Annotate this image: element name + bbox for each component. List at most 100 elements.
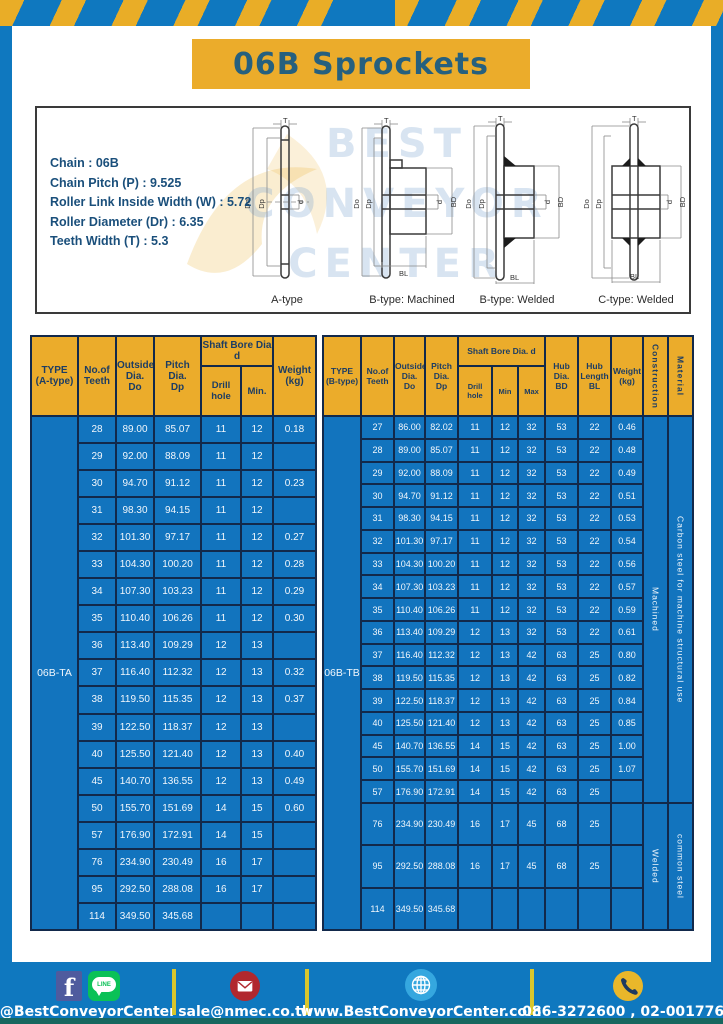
- table-row: 29 92.00 88.09 11 12 32 53 22 0.49: [323, 460, 693, 486]
- table-cell: 110.40: [115, 604, 155, 634]
- table-cell: 57: [77, 820, 117, 850]
- table-cell: 0.54: [610, 528, 645, 554]
- table-cell: 12: [491, 483, 519, 509]
- diagram-panel: BEST CONVEYOR CENTER Chain : 06B Chain P…: [35, 106, 691, 314]
- table-cell: 98.30: [393, 506, 426, 531]
- table-cell: 172.91: [424, 779, 459, 805]
- table-cell: 63: [544, 733, 580, 759]
- table-cell: 42: [516, 642, 547, 668]
- table-cell: 112.32: [424, 642, 459, 668]
- table-row: 57 176.90 172.91 14 15: [31, 820, 318, 850]
- table-cell: 15: [491, 733, 519, 759]
- table-cell: 42: [516, 733, 547, 759]
- table-cell: 13: [239, 739, 275, 769]
- table-cell: 11: [200, 442, 242, 472]
- table-cell: 33: [360, 551, 395, 577]
- line-badge-text: LINE: [97, 981, 111, 988]
- col-header-type: TYPE (B-type): [322, 335, 362, 417]
- table-cell: [457, 886, 493, 932]
- table-cell: 288.08: [424, 844, 459, 889]
- table-cell: 0.60: [272, 793, 318, 823]
- table-cell: 12: [239, 496, 275, 526]
- table-cell: 0.59: [610, 597, 645, 622]
- table-cell: 76: [360, 802, 395, 847]
- table-cell: 25: [577, 710, 613, 736]
- table-cell: 12: [200, 631, 242, 661]
- table-cell: 113.40: [115, 631, 155, 661]
- table-row: 29 92.00 88.09 11 12: [31, 442, 318, 472]
- table-cell: 42: [516, 710, 547, 736]
- table-cell: 125.50: [393, 710, 426, 736]
- table-cell: 151.69: [153, 793, 202, 823]
- col-header-pitch: Pitch Dia. Dp: [153, 335, 202, 417]
- svg-text:Do: Do: [582, 199, 591, 209]
- table-cell: 17: [239, 874, 275, 904]
- page-title: 06B Sprockets: [232, 46, 490, 82]
- table-cell: 53: [544, 460, 580, 486]
- table-cell: 37: [360, 642, 395, 668]
- facebook-letter: f: [63, 973, 75, 1002]
- table-cell: 98.30: [115, 496, 155, 526]
- table-cell: 13: [239, 766, 275, 796]
- table-cell: 95: [360, 844, 395, 889]
- table-cell: 125.50: [115, 739, 155, 769]
- svg-text:BD: BD: [678, 196, 687, 207]
- col-header-min: Min.: [239, 365, 275, 417]
- col-header-pitch: Pitch Dia. Dp: [424, 335, 459, 417]
- table-cell: 349.50: [393, 886, 426, 932]
- table-cell: [272, 442, 318, 472]
- table-cell: 11: [200, 496, 242, 526]
- table-cell: 116.40: [115, 658, 155, 688]
- table-cell: 31: [360, 506, 395, 531]
- bottom-accent-line: [0, 1018, 723, 1024]
- spec-line: Teeth Width (T) : 5.3: [50, 234, 169, 248]
- table-cell: 28: [360, 437, 395, 463]
- table-cell: 91.12: [424, 483, 459, 509]
- table-cell: 45: [516, 844, 547, 889]
- table-cell: 14: [200, 793, 242, 823]
- footer-phone: 086-3272600 , 02-0017766: [522, 966, 723, 1020]
- table-cell: 103.23: [424, 574, 459, 600]
- table-cell: 34: [360, 574, 395, 600]
- table-cell: 122.50: [393, 688, 426, 713]
- hazard-stripe-top-right: [395, 0, 723, 26]
- table-row: 50 155.70 151.69 14 15 0.60: [31, 793, 318, 823]
- table-row: 76 234.90 230.49 16 17 45 68 25 Welded common ste…: [323, 802, 695, 931]
- col-header-outside: Outside Dia. Do: [115, 335, 155, 417]
- table-cell: 11: [457, 483, 493, 509]
- table-cell: [577, 886, 613, 932]
- chain-specs: Chain : 06B Chain Pitch (P) : 9.525 Roll…: [50, 154, 285, 252]
- table-cell: 11: [200, 469, 242, 499]
- table-cell: 22: [577, 415, 613, 440]
- globe-icon: [405, 969, 437, 1001]
- col-header-max: Max: [516, 365, 547, 417]
- table-cell: 121.40: [424, 710, 459, 736]
- facebook-icon: f: [56, 971, 82, 1001]
- table-cell: 345.68: [424, 886, 459, 932]
- table-cell: 230.49: [424, 802, 459, 847]
- table-cell: 45: [360, 733, 395, 759]
- sprocket-diagram-b-welded-icon: T Do Dp d BD BL: [464, 114, 565, 284]
- table-cell: 25: [577, 802, 613, 847]
- table-cell: 13: [491, 619, 519, 645]
- table-row: 30 94.70 91.12 11 12 32 53 22 0.51: [323, 483, 693, 509]
- table-cell: [544, 886, 580, 932]
- line-icon: LINE: [88, 971, 120, 1001]
- table-cell: 16: [457, 844, 493, 889]
- sprocket-figure-b-welded: T Do Dp d BD BL B-type: Welded: [462, 114, 572, 306]
- table-cell: 63: [544, 642, 580, 668]
- table-row: 37 116.40 112.32 12 13 42 63 25 0.80: [323, 642, 693, 668]
- table-row: 06B-TA 28 89.00 85.07 11 12 0.18: [30, 414, 318, 931]
- table-cell: 140.70: [393, 733, 426, 759]
- table-cell: 11: [200, 550, 242, 580]
- table-cell: 13: [491, 665, 519, 691]
- svg-text:T: T: [384, 116, 389, 125]
- table-cell: 13: [491, 688, 519, 713]
- table-cell: 119.50: [115, 685, 155, 715]
- table-cell: 17: [491, 844, 519, 889]
- table-cell: 25: [577, 779, 613, 805]
- table-cell: 42: [516, 756, 547, 782]
- table-b-type: TYPE (B-type) No.of Teeth Outside Dia. Do P…: [322, 335, 695, 932]
- table-cell: 32: [516, 506, 547, 531]
- table-cell: 172.91: [153, 820, 202, 850]
